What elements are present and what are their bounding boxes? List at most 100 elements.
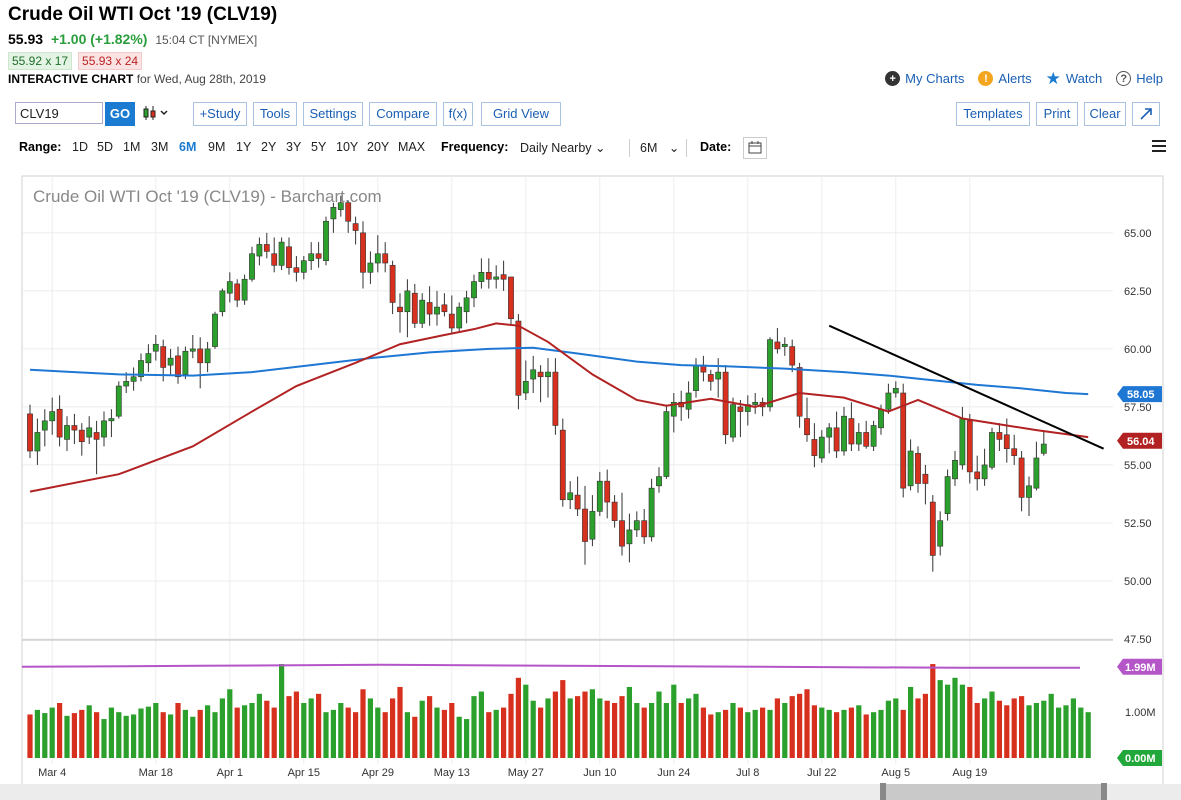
volume-bar (219, 698, 225, 758)
volume-bar (279, 664, 285, 758)
candle-body (900, 392, 907, 489)
range-1d[interactable]: 1D (72, 140, 88, 154)
clear-button[interactable]: Clear (1084, 102, 1126, 126)
volume-bar (390, 698, 396, 758)
navigator-window[interactable] (884, 784, 1104, 800)
candle-body (263, 244, 270, 252)
volume-bar (323, 712, 329, 758)
range-20y[interactable]: 20Y (367, 140, 390, 154)
range-label: Range: (19, 140, 62, 154)
candle-body (730, 404, 736, 438)
function-button[interactable]: f(x) (443, 102, 473, 126)
candle-body (404, 290, 411, 313)
volume-bar (982, 698, 988, 758)
expand-button[interactable] (1132, 102, 1160, 126)
alerts-link[interactable]: ! Alerts (978, 71, 1032, 86)
candle-body (885, 392, 892, 410)
my-charts-link[interactable]: + My Charts (885, 71, 964, 86)
volume-bar (789, 696, 795, 758)
navigator-handle-left[interactable] (880, 783, 886, 800)
candle-body (989, 432, 995, 468)
volume-bar (34, 709, 40, 758)
candle-body (915, 453, 921, 484)
range-2y[interactable]: 2Y (261, 140, 277, 154)
candle-body (493, 276, 500, 280)
volume-bar (464, 719, 470, 758)
candle-body (167, 357, 174, 366)
volume-bar (1011, 698, 1017, 758)
chart-caption: INTERACTIVE CHART for Wed, Aug 28th, 201… (8, 72, 266, 86)
volume-bar (841, 709, 847, 758)
volume-bar (212, 712, 218, 758)
settings-button[interactable]: Settings (303, 102, 363, 126)
range-9m[interactable]: 9M (208, 140, 226, 154)
candle-body (426, 302, 433, 315)
volume-bar (737, 707, 743, 758)
range-10y[interactable]: 10Y (336, 140, 359, 154)
volume-bar (1063, 705, 1069, 758)
volume-bar (893, 698, 899, 758)
range-1m[interactable]: 1M (123, 140, 141, 154)
candle-body (981, 464, 988, 480)
grid-view-button[interactable]: Grid View (481, 102, 561, 126)
candle-body (189, 348, 196, 352)
volume-bar (745, 712, 751, 758)
candle-body (1003, 434, 1010, 449)
range-3m[interactable]: 3M (151, 140, 169, 154)
candle-body (293, 267, 300, 273)
range-6m[interactable]: 6M (179, 140, 197, 154)
range-5d[interactable]: 5D (97, 140, 113, 154)
watch-link[interactable]: ★ Watch (1046, 70, 1103, 87)
date-picker[interactable] (743, 137, 767, 159)
candle-body (64, 425, 70, 440)
volume-bar (700, 707, 706, 758)
ma-long-tag-bg (1117, 386, 1162, 403)
go-button[interactable]: GO (105, 102, 135, 126)
volume-bar (138, 708, 144, 758)
volume-bar (922, 693, 928, 758)
date-tick-label: Apr 29 (362, 767, 394, 779)
volume-axis: 1.99M 1.00M 0.00M (1117, 658, 1162, 766)
compare-button[interactable]: Compare (369, 102, 437, 126)
price-tick-label: 52.50 (1124, 518, 1152, 530)
candlestick-icon (143, 106, 168, 120)
candle-body (419, 299, 426, 324)
tools-button[interactable]: Tools (253, 102, 297, 126)
navigator-handle-right[interactable] (1101, 783, 1107, 800)
range-1y[interactable]: 1Y (236, 140, 252, 154)
study-button[interactable]: +Study (193, 102, 247, 126)
price-chart[interactable]: Crude Oil WTI Oct '19 (CLV19) - Barchart… (0, 170, 1181, 800)
frequency-select[interactable]: Daily Nearby ⌄ (520, 140, 606, 155)
templates-button[interactable]: Templates (956, 102, 1030, 126)
range-max[interactable]: MAX (398, 140, 426, 154)
menu-icon[interactable] (1152, 140, 1166, 155)
my-charts-label: My Charts (905, 71, 965, 86)
chart-type-select[interactable] (143, 105, 171, 124)
symbol-input[interactable]: CLV19 (15, 102, 103, 124)
trendline[interactable] (828, 324, 1105, 450)
candle-body (582, 508, 588, 542)
volume-bar (996, 700, 1002, 758)
print-button[interactable]: Print (1036, 102, 1078, 126)
volume-bar (449, 703, 455, 758)
help-link[interactable]: ? Help (1116, 71, 1163, 86)
volume-bar (404, 712, 410, 758)
volume-bar (131, 714, 137, 758)
candle-body (226, 281, 233, 294)
watch-label: Watch (1065, 71, 1103, 86)
volume-bar (730, 703, 736, 758)
price-tick-label: 47.50 (1124, 634, 1152, 646)
range-3y[interactable]: 3Y (286, 140, 302, 154)
date-tick-label: Jun 24 (657, 767, 690, 779)
volume-bar (575, 696, 581, 758)
volume-bar (42, 713, 48, 758)
candle-body (145, 353, 152, 364)
period-select[interactable]: 6M ⌄ (640, 140, 679, 155)
candle-body (249, 253, 255, 280)
volume-bar (582, 691, 588, 758)
volume-bar (856, 705, 862, 758)
range-5y[interactable]: 5Y (311, 140, 327, 154)
volume-bar (71, 713, 77, 758)
candle-body (197, 348, 204, 364)
price-change: +1.00 (+1.82%) (50, 31, 148, 47)
